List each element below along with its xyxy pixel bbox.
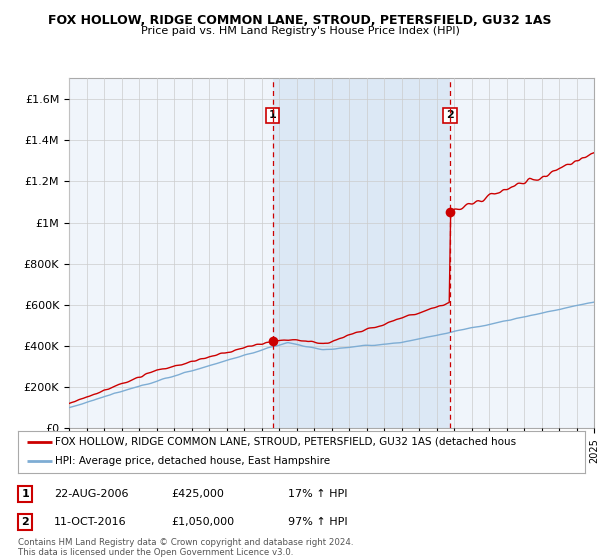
Text: 1: 1 <box>269 110 277 120</box>
Text: £425,000: £425,000 <box>171 489 224 499</box>
Text: 17% ↑ HPI: 17% ↑ HPI <box>288 489 347 499</box>
Text: 11-OCT-2016: 11-OCT-2016 <box>54 517 127 527</box>
Bar <box>273 78 450 428</box>
Text: 22-AUG-2006: 22-AUG-2006 <box>54 489 128 499</box>
Text: Price paid vs. HM Land Registry's House Price Index (HPI): Price paid vs. HM Land Registry's House … <box>140 26 460 36</box>
Text: 1: 1 <box>22 489 29 499</box>
Text: Contains HM Land Registry data © Crown copyright and database right 2024.
This d: Contains HM Land Registry data © Crown c… <box>18 538 353 557</box>
Text: 2: 2 <box>446 110 454 120</box>
Text: £1,050,000: £1,050,000 <box>171 517 234 527</box>
Text: 97% ↑ HPI: 97% ↑ HPI <box>288 517 347 527</box>
Text: FOX HOLLOW, RIDGE COMMON LANE, STROUD, PETERSFIELD, GU32 1AS (detached hous: FOX HOLLOW, RIDGE COMMON LANE, STROUD, P… <box>55 437 516 447</box>
Text: 2: 2 <box>22 517 29 527</box>
Text: FOX HOLLOW, RIDGE COMMON LANE, STROUD, PETERSFIELD, GU32 1AS: FOX HOLLOW, RIDGE COMMON LANE, STROUD, P… <box>48 14 552 27</box>
Text: HPI: Average price, detached house, East Hampshire: HPI: Average price, detached house, East… <box>55 456 330 466</box>
